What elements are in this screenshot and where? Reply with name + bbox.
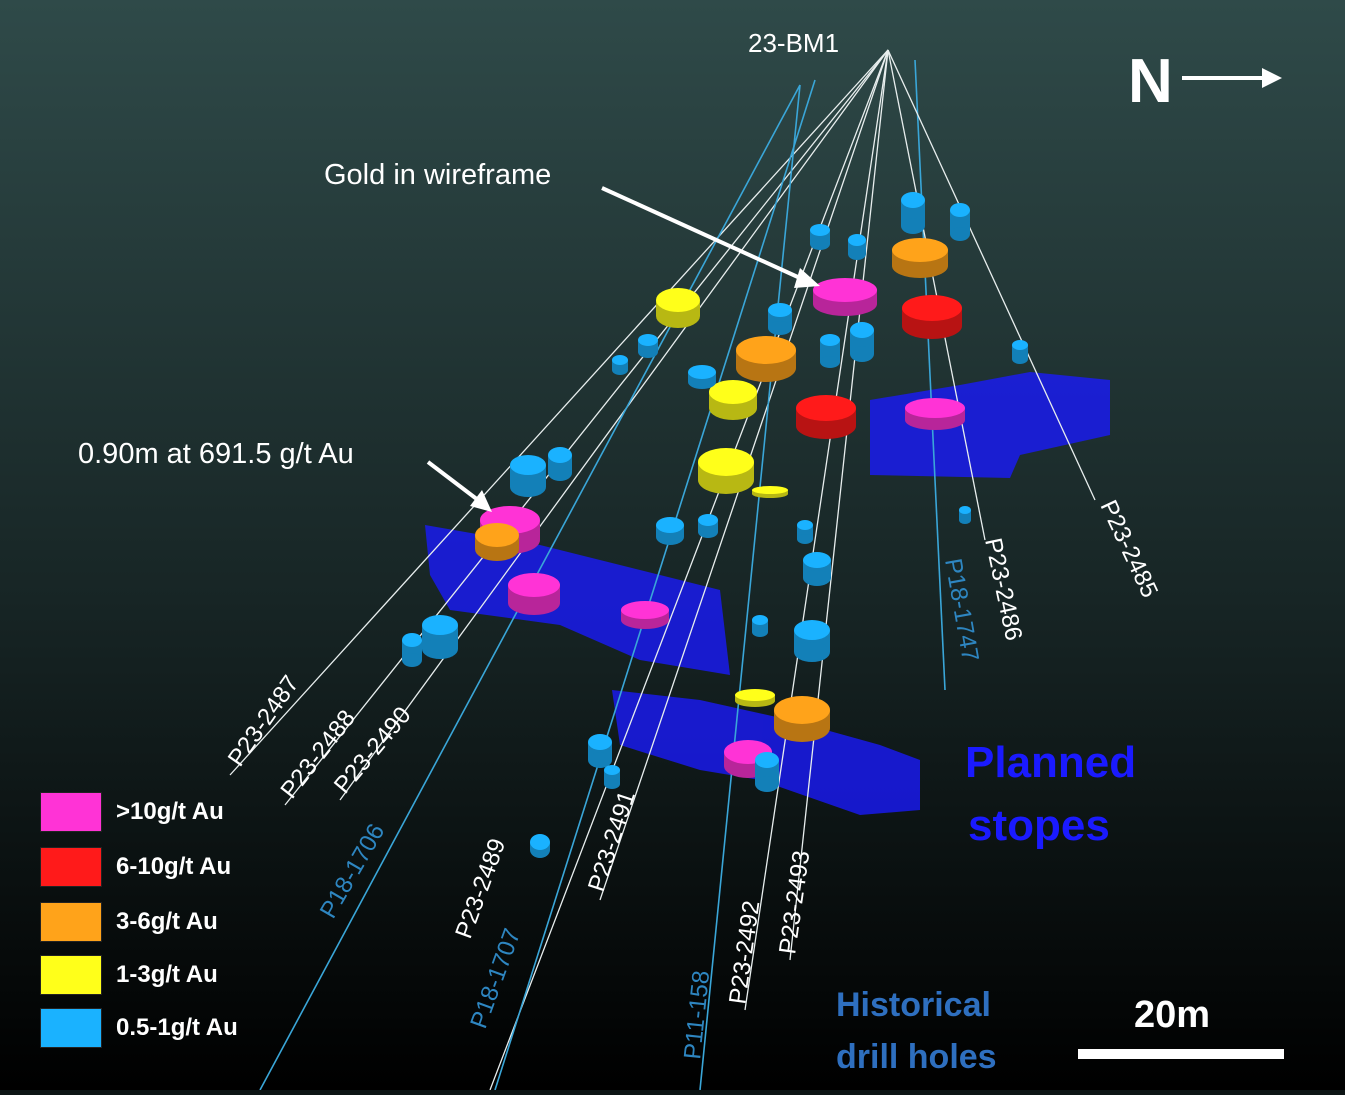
scale-bar [1078, 1049, 1284, 1059]
legend-swatch [40, 1008, 102, 1048]
legend-swatch [40, 792, 102, 832]
drill-trace [887, 49, 986, 541]
drill-trace [229, 49, 889, 776]
assay-interval [848, 234, 866, 260]
assay-interval [508, 573, 560, 615]
gold-in-wireframe-arrow-icon [601, 186, 820, 288]
assay-interval [796, 395, 856, 439]
stope-block-middle [425, 525, 730, 675]
assay-interval [959, 506, 971, 524]
assay-interval [638, 334, 658, 358]
legend-label: 6-10g/t Au [116, 853, 232, 880]
legend-item: 3-6g/t Au [40, 900, 218, 944]
scale-bar-label: 20m [1134, 994, 1210, 1036]
legend-swatch [40, 847, 102, 887]
north-letter: N [1128, 47, 1173, 116]
drill-trace [494, 79, 816, 1091]
assay-interval [621, 601, 669, 629]
assay-interval [768, 303, 792, 335]
assay-interval [709, 380, 757, 420]
assay-interval [752, 486, 788, 498]
drill-trace [914, 59, 946, 691]
drill-trace [339, 49, 889, 801]
assay-interval [813, 278, 877, 316]
assay-interval [698, 514, 718, 538]
assay-interval [902, 295, 962, 339]
assay-intervals [402, 192, 1028, 858]
drill-trace [887, 49, 1096, 501]
legend-label: 1-3g/t Au [116, 961, 218, 988]
assay-interval [810, 224, 830, 250]
historical-label-line2: drill holes [836, 1038, 997, 1076]
legend-label: 0.5-1g/t Au [116, 1014, 238, 1041]
assay-interval [656, 288, 700, 328]
drill-trace [789, 49, 889, 961]
planned-stopes-label-line2: stopes [968, 801, 1110, 850]
assay-interval [422, 615, 458, 659]
assay-interval [604, 765, 620, 789]
assay-interval [735, 689, 775, 707]
assay-interval [588, 734, 612, 768]
intercept-label: 0.90m at 691.5 g/t Au [78, 438, 354, 470]
legend-label: >10g/t Au [116, 798, 224, 825]
legend-swatch [40, 955, 102, 995]
planned-stopes-label-line1: Planned [965, 738, 1136, 787]
assay-interval [402, 633, 422, 667]
assay-interval [612, 355, 628, 375]
drill-trace [284, 49, 889, 806]
intercept-arrow-icon [426, 460, 492, 512]
assay-interval [530, 834, 550, 858]
assay-interval [820, 334, 840, 368]
collar-label: 23-BM1 [748, 28, 839, 58]
assay-interval [752, 615, 768, 637]
legend-item: 6-10g/t Au [40, 845, 231, 889]
assay-interval [510, 455, 546, 497]
assay-interval [698, 448, 754, 494]
legend-label: 3-6g/t Au [116, 908, 218, 935]
assay-interval [736, 336, 796, 382]
legend-swatch [40, 902, 102, 942]
legend-item: 0.5-1g/t Au [40, 1006, 238, 1050]
assay-interval [797, 520, 813, 544]
assay-interval [755, 752, 779, 792]
historical-label-line1: Historical [836, 986, 991, 1024]
assay-interval [905, 398, 965, 430]
gold-in-wireframe-label: Gold in wireframe [324, 159, 551, 191]
assay-interval [688, 365, 716, 389]
assay-interval [803, 552, 831, 586]
assay-interval [950, 203, 970, 241]
assay-interval [850, 322, 874, 362]
legend-item: >10g/t Au [40, 790, 224, 834]
drill-trace [489, 49, 889, 1091]
assay-interval [1012, 340, 1028, 364]
assay-interval [794, 620, 830, 662]
assay-interval [774, 696, 830, 742]
assay-interval [901, 192, 925, 234]
assay-interval [892, 238, 948, 278]
drill-trace [744, 49, 889, 1011]
legend-item: 1-3g/t Au [40, 953, 218, 997]
drill-trace [699, 84, 801, 1091]
assay-interval [475, 523, 519, 561]
assay-interval [548, 447, 572, 481]
assay-interval [656, 517, 684, 545]
north-arrow-icon: N [1128, 47, 1282, 116]
